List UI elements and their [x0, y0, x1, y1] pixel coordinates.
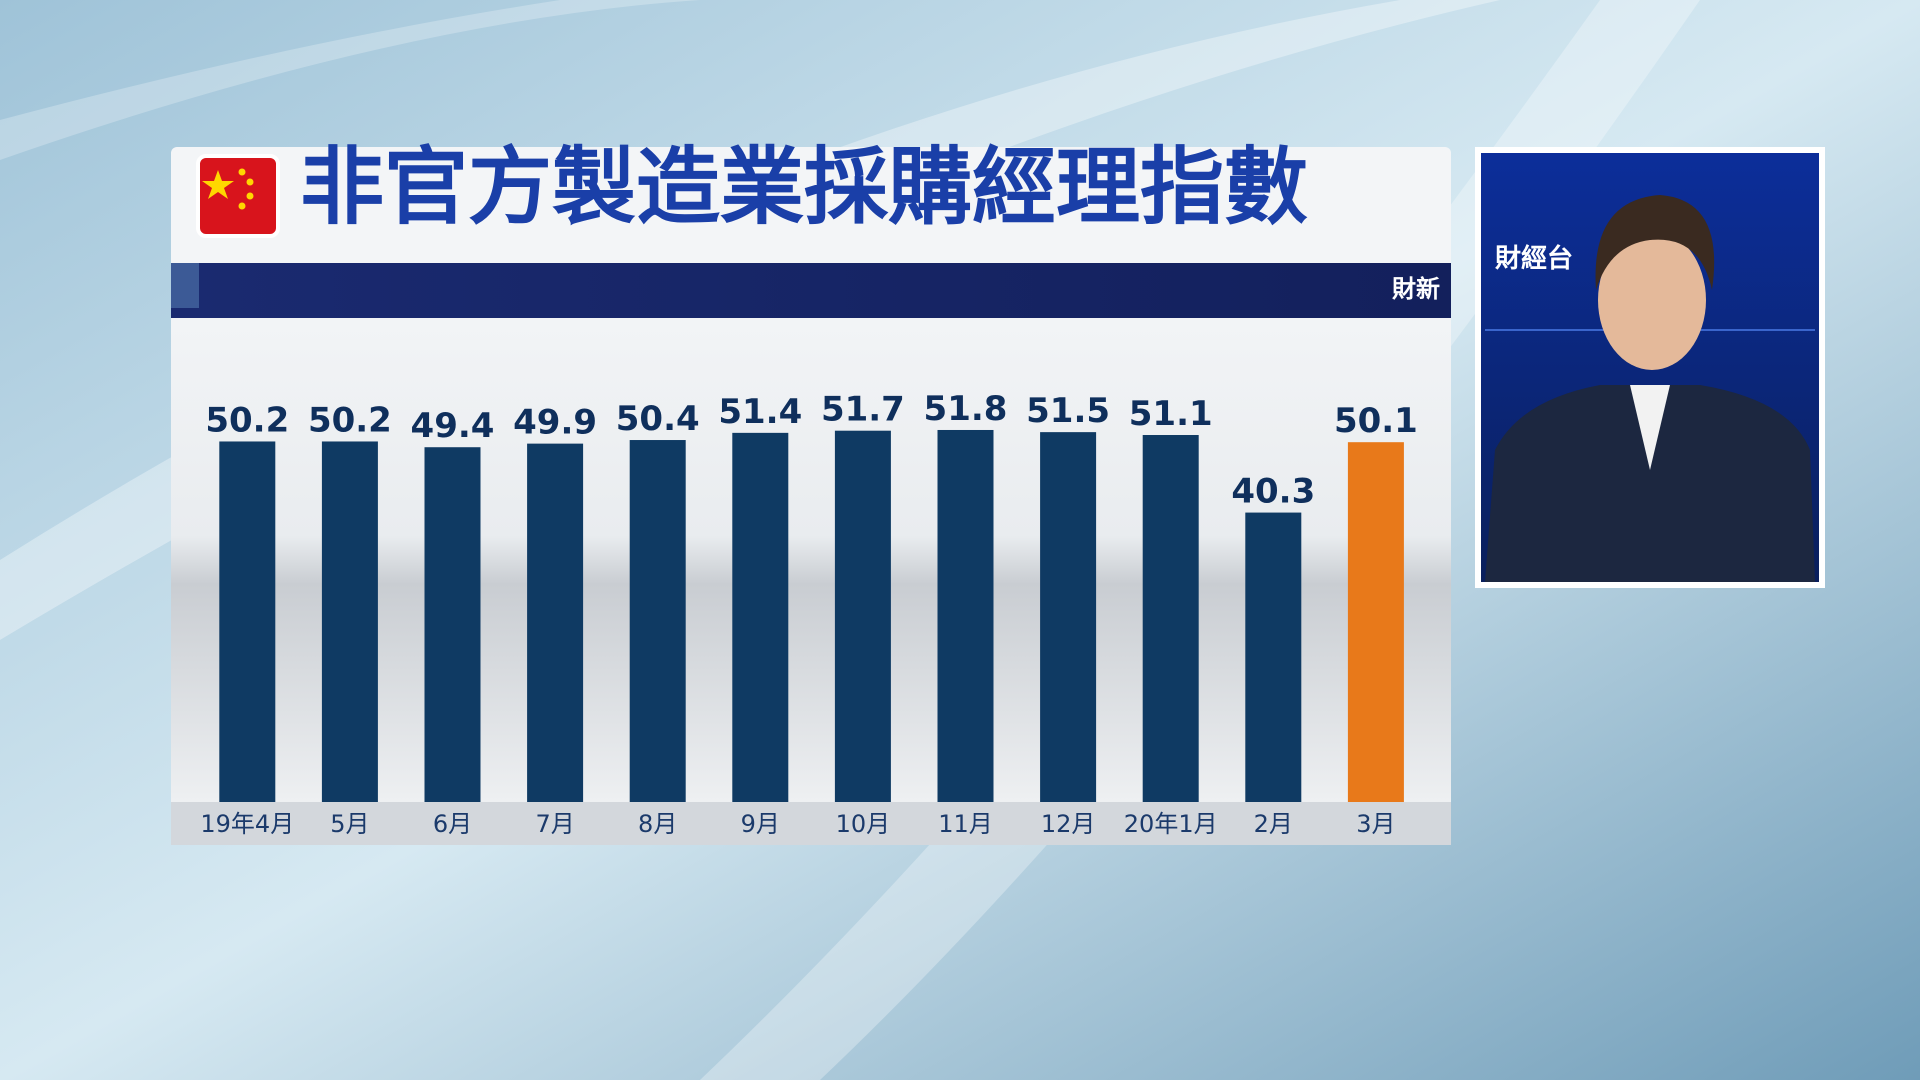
bar [834, 430, 891, 802]
x-tick-label: 3月 [1356, 810, 1395, 838]
anchor-hair [1595, 195, 1715, 290]
value-label: 51.4 [718, 392, 802, 432]
chart-title: 非官方製造業採購經理指數 [300, 138, 1308, 236]
bar [732, 432, 789, 802]
bar [1142, 435, 1199, 802]
x-tick-label: 11月 [938, 810, 993, 838]
anchor-suit [1485, 385, 1815, 582]
channel-logo: 財經台 [1495, 243, 1573, 274]
anchor-shirt [1630, 385, 1670, 470]
x-tick-label: 19年4月 [200, 810, 294, 838]
x-tick-label: 5月 [330, 810, 369, 838]
value-label: 51.8 [924, 389, 1008, 429]
x-tick-label: 9月 [741, 810, 780, 838]
x-tick-label: 2月 [1254, 810, 1293, 838]
bar [937, 429, 994, 802]
bar [1347, 442, 1404, 802]
value-label: 40.3 [1231, 472, 1315, 512]
bar [629, 440, 686, 802]
value-label: 49.4 [411, 406, 495, 446]
bar [219, 441, 276, 802]
bar [424, 447, 481, 802]
x-tick-label: 12月 [1041, 810, 1096, 838]
bar [321, 441, 378, 802]
bar [1245, 512, 1302, 802]
bar [527, 443, 584, 802]
value-label: 50.1 [1334, 401, 1418, 441]
value-label: 51.5 [1026, 391, 1110, 431]
x-tick-label: 20年1月 [1124, 810, 1218, 838]
x-tick-label: 10月 [836, 810, 891, 838]
value-label: 49.9 [513, 403, 597, 443]
x-tick-label: 7月 [535, 810, 574, 838]
value-label: 51.7 [821, 390, 905, 430]
bar [1040, 432, 1097, 802]
value-label: 50.2 [308, 400, 392, 440]
source: 財新 [1392, 275, 1440, 303]
title-band [171, 263, 1451, 318]
x-tick-label: 8月 [638, 810, 677, 838]
flag [196, 154, 280, 238]
label-strip [171, 802, 1451, 845]
value-label: 50.2 [205, 400, 289, 440]
anchor-window: 財經台 [1475, 147, 1825, 588]
chart-panel: 非官方製造業採購經理指數 財新 [171, 138, 1451, 845]
anchor-face [1598, 230, 1706, 370]
plot-area [171, 318, 1451, 802]
value-label: 50.4 [616, 399, 700, 439]
band-accent [171, 263, 199, 308]
x-tick-label: 6月 [433, 810, 472, 838]
value-label: 51.1 [1129, 394, 1213, 434]
